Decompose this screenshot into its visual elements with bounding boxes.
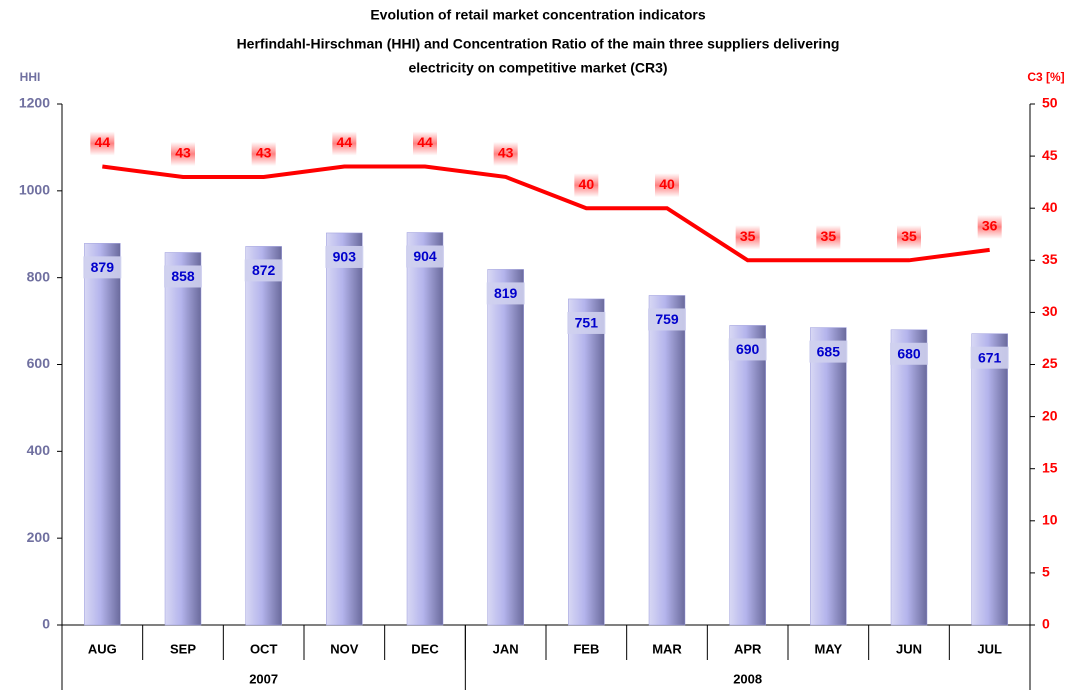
bar	[164, 252, 202, 626]
bar	[406, 232, 444, 626]
x-tick-label: JUN	[896, 641, 922, 656]
line-value-label: 43	[498, 145, 514, 161]
line-label-box	[655, 173, 679, 198]
x-tick-label: OCT	[250, 641, 278, 656]
line-label-box	[735, 225, 760, 250]
x-tick-label: MAR	[652, 641, 682, 656]
bar-value-label: 680	[897, 345, 921, 361]
line-value-label: 43	[175, 145, 191, 161]
line-label-box	[897, 225, 921, 250]
y2-tick-label: 30	[1042, 303, 1058, 319]
line	[102, 164, 990, 263]
bar-label-box	[164, 265, 202, 288]
line-label-box	[413, 131, 437, 156]
x-tick-label: FEB	[573, 641, 599, 656]
bar	[84, 243, 121, 626]
y2-axis-label: C3 [%]	[1027, 70, 1064, 84]
x-tick-label: SEP	[170, 641, 196, 656]
line-value-label: 44	[417, 134, 433, 150]
bar	[245, 246, 282, 626]
bar	[971, 333, 1008, 626]
bar-value-label: 872	[252, 262, 276, 278]
bar-label-box	[244, 259, 283, 282]
bar-label-box	[486, 282, 525, 305]
y2-tick-label: 20	[1042, 407, 1058, 423]
line-value-label: 44	[337, 134, 353, 150]
line-value-label: 36	[982, 218, 998, 234]
line-label-box	[171, 141, 195, 166]
line-label-box	[493, 141, 518, 166]
bar-label-box	[567, 311, 606, 334]
line-value-label: 35	[740, 228, 756, 244]
bar	[326, 232, 363, 626]
y-tick-label: 200	[27, 529, 51, 545]
bar-value-label: 685	[817, 343, 841, 359]
bar-label-box	[890, 342, 928, 365]
bar-label-box	[728, 338, 767, 361]
line-label-box	[90, 131, 115, 156]
line-value-label: 44	[95, 134, 111, 150]
x-tick-label: NOV	[330, 641, 359, 656]
bar-value-label: 671	[978, 349, 1002, 365]
line-label-box	[574, 173, 599, 198]
bar-value-label: 879	[91, 259, 115, 275]
bar-value-label: 904	[413, 248, 437, 264]
bar-label-box	[83, 256, 122, 279]
line-value-label: 43	[256, 145, 272, 161]
bar-label-box	[406, 245, 444, 268]
bar	[890, 329, 928, 626]
y2-tick-label: 50	[1042, 95, 1058, 111]
y2-tick-label: 35	[1042, 251, 1058, 267]
line-label-box	[251, 141, 276, 166]
bar-label-box	[970, 346, 1009, 369]
y-tick-label: 800	[27, 268, 51, 284]
line-value-label: 40	[579, 176, 595, 192]
y-tick-label: 0	[42, 616, 50, 632]
x-tick-label: APR	[734, 641, 762, 656]
y2-tick-label: 15	[1042, 459, 1058, 475]
y2-tick-label: 45	[1042, 147, 1058, 163]
y2-tick-label: 10	[1042, 512, 1058, 528]
x-tick-label: MAY	[814, 641, 842, 656]
y-tick-label: 600	[27, 355, 51, 371]
bar	[648, 295, 686, 626]
bar	[568, 298, 605, 626]
x-tick-label: JAN	[493, 641, 519, 656]
bar-value-label: 759	[655, 311, 679, 327]
group-label: 2007	[249, 671, 278, 686]
y-tick-label: 1200	[19, 95, 50, 111]
line-value-label: 40	[659, 176, 675, 192]
bar-value-label: 751	[575, 315, 599, 331]
x-tick-label: AUG	[88, 641, 117, 656]
bar	[810, 327, 847, 626]
x-tick-label: DEC	[411, 641, 439, 656]
y-tick-label: 1000	[19, 182, 50, 198]
bar-value-label: 690	[736, 341, 760, 357]
bar-label-box	[648, 308, 686, 331]
bar-label-box	[325, 245, 364, 268]
y-tick-label: 400	[27, 442, 51, 458]
y2-tick-label: 0	[1042, 616, 1050, 632]
chart-title: Herfindahl-Hirschman (HHI) and Concentra…	[237, 36, 840, 52]
line-value-label: 35	[901, 228, 917, 244]
y2-tick-label: 40	[1042, 199, 1058, 215]
bar-label-box	[809, 340, 848, 363]
group-label: 2008	[733, 671, 762, 686]
line-label-box	[332, 131, 357, 156]
chart-title: electricity on competitive market (CR3)	[408, 60, 667, 76]
bar-value-label: 903	[333, 249, 357, 265]
bar	[487, 269, 524, 626]
y2-tick-label: 5	[1042, 564, 1050, 580]
bar-value-label: 858	[171, 268, 195, 284]
bar-value-label: 819	[494, 285, 518, 301]
bar	[729, 325, 766, 626]
x-tick-label: JUL	[977, 641, 1002, 656]
chart-title: Evolution of retail market concentration…	[370, 7, 705, 23]
line-label-box	[816, 225, 841, 250]
line-label-box	[977, 214, 1002, 239]
line-value-label: 35	[821, 228, 837, 244]
y2-tick-label: 25	[1042, 355, 1058, 371]
y-axis-label: HHI	[20, 70, 41, 84]
